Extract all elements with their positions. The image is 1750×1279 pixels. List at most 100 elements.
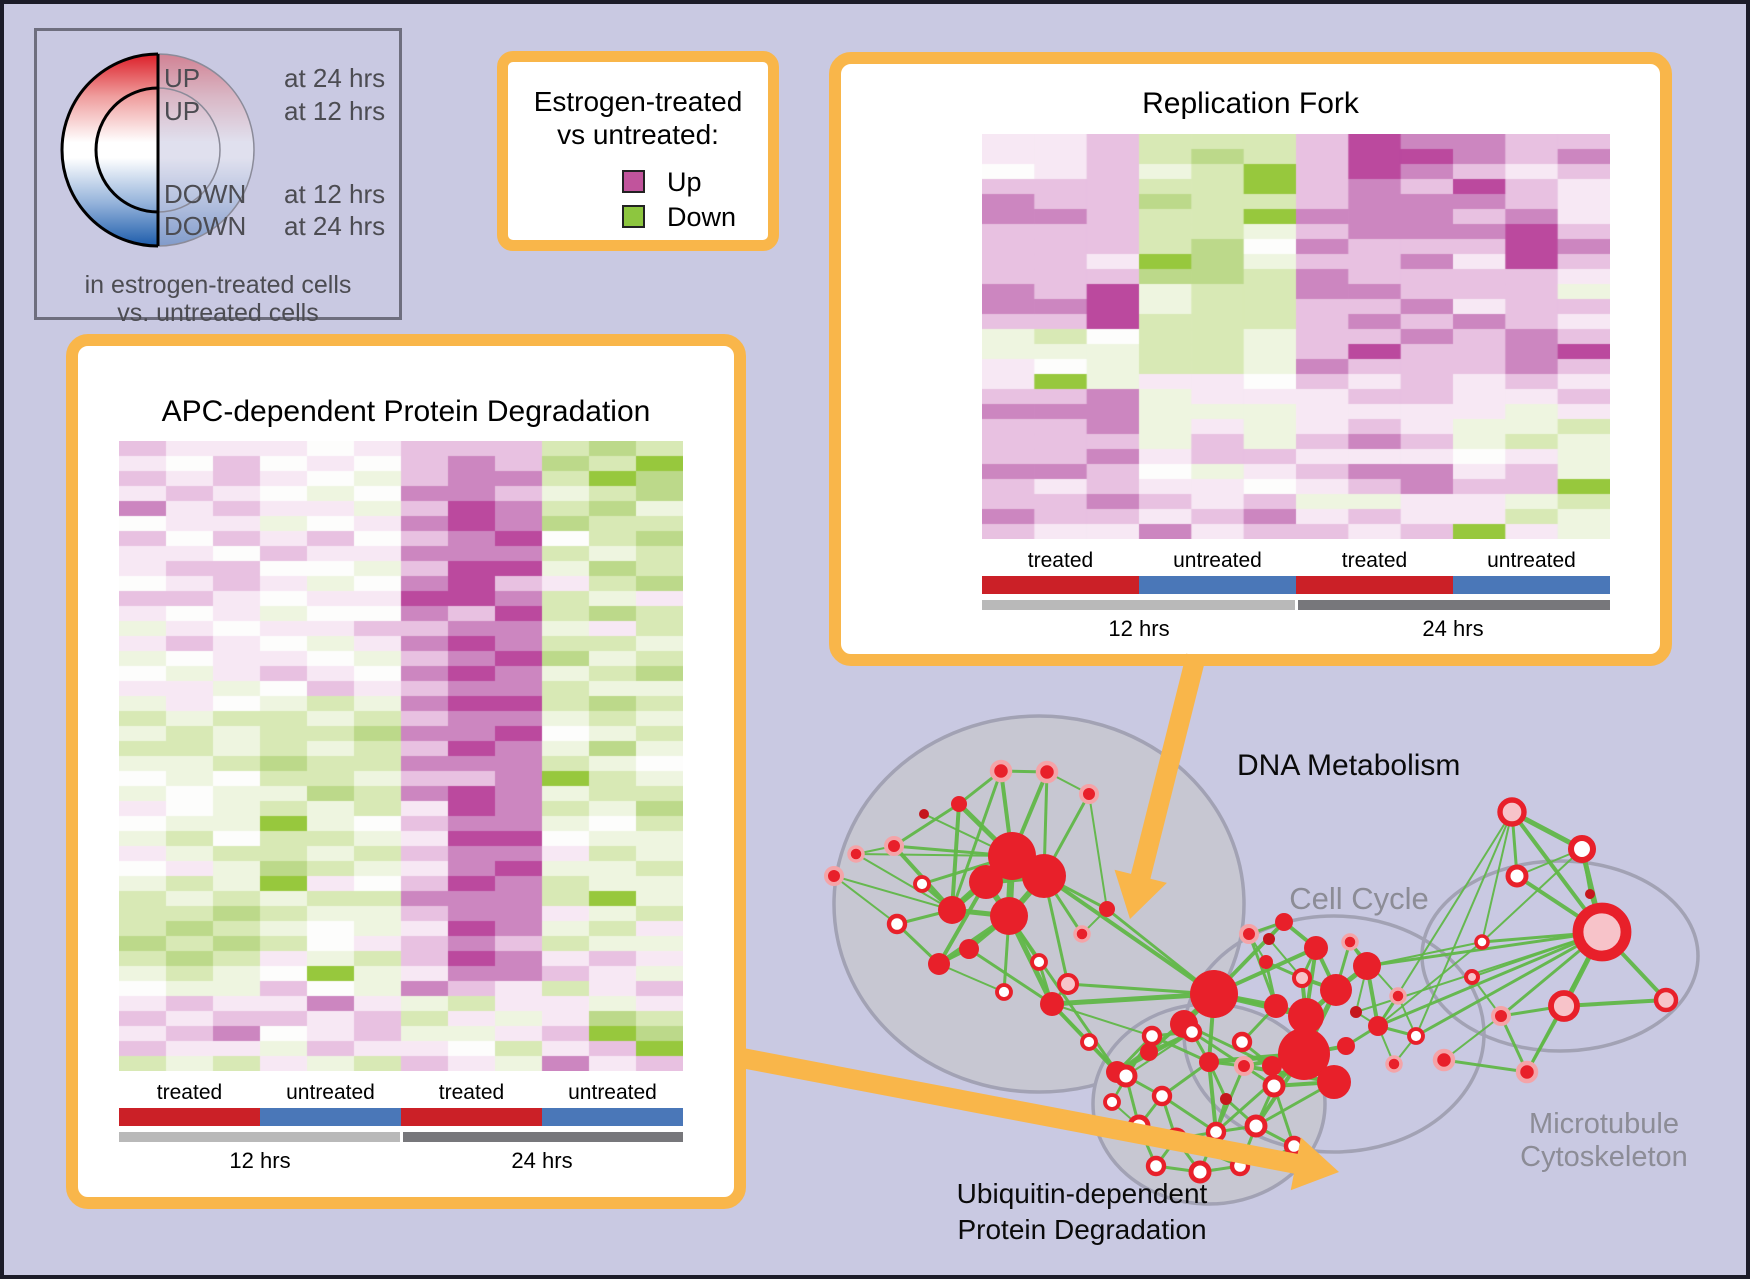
network-node bbox=[1389, 987, 1407, 1005]
network-edge bbox=[1349, 941, 1399, 997]
network-edge bbox=[1125, 1074, 1163, 1098]
cell-cycle-label: Cell Cycle bbox=[1289, 881, 1429, 916]
network-edge bbox=[1067, 982, 1215, 996]
network-node bbox=[995, 983, 1013, 1001]
network-edge bbox=[855, 853, 953, 911]
network-edge bbox=[967, 914, 1011, 951]
network-edge bbox=[1355, 931, 1603, 1013]
network-edge bbox=[985, 873, 1045, 885]
condition-label: treated bbox=[156, 1081, 223, 1104]
updown-legend-title-line1: Estrogen-treated bbox=[533, 86, 743, 117]
replication-fork-heatmap bbox=[982, 134, 1610, 539]
network-edge bbox=[1500, 1004, 1565, 1018]
apc-heatmap-block: treated untreated treated untreated 12 h… bbox=[119, 441, 683, 1174]
network-node bbox=[1140, 1043, 1158, 1061]
network-edge bbox=[1275, 1003, 1307, 1019]
network-edge bbox=[937, 881, 988, 965]
condition-label: treated bbox=[1027, 549, 1094, 572]
network-edge bbox=[1191, 1030, 1245, 1068]
replication-fork-heatmap-block: treated untreated treated untreated 12 h… bbox=[982, 134, 1610, 642]
network-node bbox=[1548, 990, 1580, 1022]
network-edge bbox=[1154, 1138, 1178, 1167]
network-node bbox=[1304, 936, 1328, 960]
network-edge bbox=[833, 875, 953, 911]
ring-legend-time: at 24 hrs bbox=[284, 211, 386, 241]
network-edge bbox=[1116, 1030, 1193, 1074]
network-edge bbox=[950, 770, 1003, 911]
network-edge bbox=[1397, 995, 1417, 1037]
network-edge bbox=[1051, 1003, 1153, 1037]
ring-legend-time: at 12 hrs bbox=[284, 96, 386, 126]
down-label: Down bbox=[667, 202, 737, 232]
network-edge bbox=[1199, 1164, 1241, 1174]
network-edge bbox=[1151, 1034, 1210, 1064]
network-edge bbox=[957, 802, 1014, 858]
network-node bbox=[1474, 934, 1490, 950]
network-edge bbox=[1561, 930, 1605, 1008]
network-node bbox=[1491, 1006, 1511, 1026]
network-node bbox=[886, 913, 908, 935]
network-node bbox=[1341, 933, 1359, 951]
network-edge bbox=[983, 853, 1015, 885]
network-edge bbox=[895, 922, 941, 966]
microtubule-label-line2: Cytoskeleton bbox=[1520, 1141, 1688, 1173]
network-edge bbox=[1471, 931, 1603, 978]
untreated-bar bbox=[260, 1108, 401, 1126]
network-edge bbox=[1254, 1052, 1306, 1128]
network-node bbox=[1073, 925, 1091, 943]
network-edge bbox=[1301, 1015, 1309, 1055]
network-edge bbox=[1525, 931, 1604, 1073]
network-edge bbox=[1081, 908, 1108, 935]
apc-condition-bars bbox=[119, 1108, 683, 1126]
network-node bbox=[1260, 1150, 1278, 1168]
down-color-swatch bbox=[622, 205, 645, 228]
network-edge bbox=[1010, 771, 1049, 857]
network-edge bbox=[923, 813, 1013, 857]
ring-legend-direction: DOWN bbox=[164, 211, 247, 241]
ring-legend-direction: UP bbox=[164, 63, 201, 93]
network-edge bbox=[950, 803, 961, 911]
rf-time-labels: 12 hrs 24 hrs bbox=[982, 616, 1610, 642]
network-edge bbox=[1499, 1015, 1529, 1073]
network-edge bbox=[1155, 1164, 1201, 1174]
network-edge bbox=[1106, 907, 1215, 996]
network-edge bbox=[951, 907, 1010, 919]
network-edge bbox=[1243, 1064, 1275, 1088]
network-node bbox=[1653, 987, 1679, 1013]
apc-time-labels: 12 hrs 24 hrs bbox=[119, 1148, 683, 1174]
network-edge bbox=[1212, 920, 1286, 996]
network-node bbox=[1080, 1033, 1098, 1051]
ring-legend-direction: DOWN bbox=[164, 179, 247, 209]
cluster-ellipse-dna-metabolism bbox=[832, 714, 1246, 1094]
network-node bbox=[1151, 1085, 1173, 1107]
network-edge bbox=[1302, 1052, 1313, 1063]
network-edge bbox=[1579, 848, 1605, 933]
time-label: 24 hrs bbox=[1422, 616, 1484, 641]
flow-arrow-head bbox=[1114, 869, 1167, 919]
network-node bbox=[1030, 953, 1048, 971]
network-node bbox=[1292, 968, 1312, 988]
network-node bbox=[1515, 1060, 1539, 1084]
network-edge bbox=[1366, 930, 1603, 968]
network-node bbox=[1432, 1048, 1456, 1072]
rf-condition-bars bbox=[982, 576, 1610, 594]
condition-label: untreated bbox=[1173, 549, 1262, 572]
network-edge bbox=[1005, 855, 1016, 917]
network-node bbox=[1337, 1037, 1355, 1055]
network-node bbox=[1127, 1114, 1151, 1138]
network-node bbox=[1199, 1052, 1219, 1072]
network-node bbox=[1350, 1006, 1362, 1018]
network-node bbox=[1181, 1021, 1203, 1043]
network-node bbox=[1368, 1016, 1388, 1036]
condition-label: untreated bbox=[286, 1081, 375, 1104]
network-edge bbox=[1037, 961, 1054, 1005]
network-edge bbox=[1515, 874, 1604, 934]
network-edge bbox=[1124, 1075, 1141, 1127]
updown-legend-title-line2: vs untreated: bbox=[557, 119, 719, 150]
network-edge bbox=[1214, 1098, 1228, 1133]
network-edge bbox=[1239, 1158, 1270, 1167]
network-edge bbox=[1224, 1097, 1258, 1128]
condition-label: treated bbox=[1341, 549, 1408, 572]
network-edge bbox=[1116, 1050, 1150, 1074]
network-edge bbox=[1377, 930, 1603, 1028]
